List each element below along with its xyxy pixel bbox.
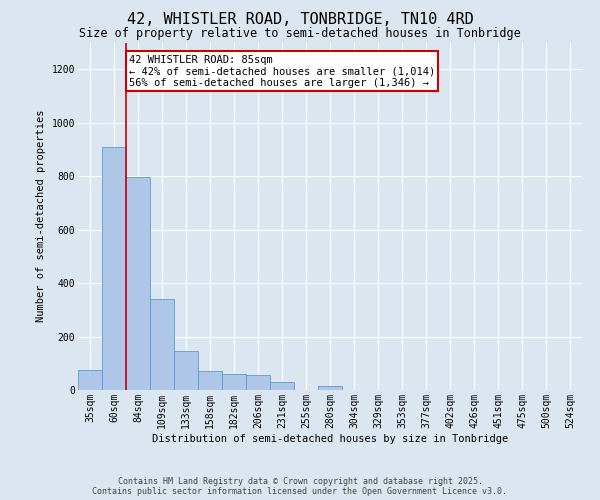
Bar <box>270 382 294 390</box>
Bar <box>198 372 222 390</box>
Bar <box>126 178 150 390</box>
Bar <box>78 370 102 390</box>
Y-axis label: Number of semi-detached properties: Number of semi-detached properties <box>36 110 46 322</box>
Bar <box>150 299 174 390</box>
X-axis label: Distribution of semi-detached houses by size in Tonbridge: Distribution of semi-detached houses by … <box>152 434 508 444</box>
Bar <box>174 351 198 390</box>
Text: 42, WHISTLER ROAD, TONBRIDGE, TN10 4RD: 42, WHISTLER ROAD, TONBRIDGE, TN10 4RD <box>127 12 473 28</box>
Bar <box>246 376 270 390</box>
Bar <box>102 147 126 390</box>
Bar <box>318 386 342 390</box>
Text: Contains HM Land Registry data © Crown copyright and database right 2025.
Contai: Contains HM Land Registry data © Crown c… <box>92 476 508 496</box>
Text: Size of property relative to semi-detached houses in Tonbridge: Size of property relative to semi-detach… <box>79 28 521 40</box>
Text: 42 WHISTLER ROAD: 85sqm
← 42% of semi-detached houses are smaller (1,014)
56% of: 42 WHISTLER ROAD: 85sqm ← 42% of semi-de… <box>129 54 435 88</box>
Bar <box>222 374 246 390</box>
